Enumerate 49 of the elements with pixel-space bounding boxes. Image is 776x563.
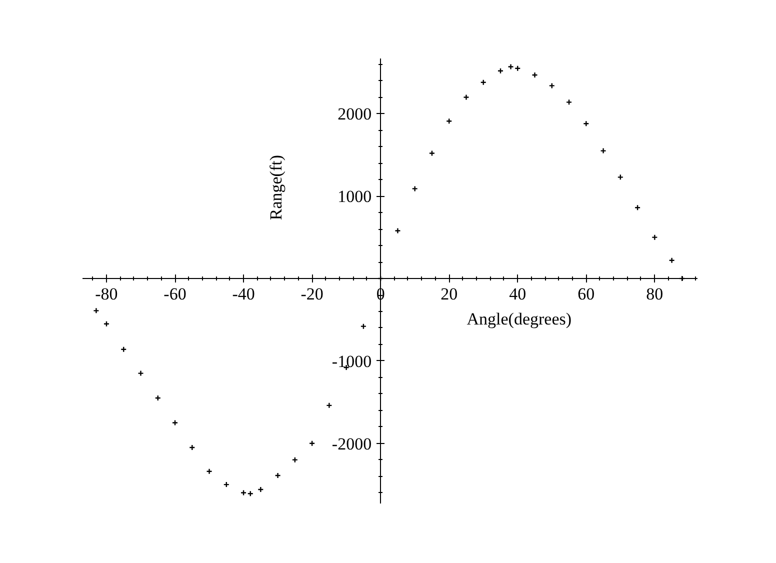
point [497,68,504,74]
point [566,99,572,106]
y-tick-label: -2000 [332,434,372,454]
x-tick-label: -80 [95,284,118,304]
point [446,118,452,124]
x-tick-label: 40 [509,284,526,304]
point [514,65,521,72]
y-tick-label: 2000 [338,104,372,124]
x-tick-label: -40 [232,284,255,304]
point [428,150,436,156]
point [668,257,675,264]
point [508,64,514,70]
y-tick-label: -1000 [332,352,372,371]
x-tick-label: 80 [646,284,664,304]
x-tick-label: 60 [578,284,595,304]
x-tick-label: 20 [440,284,458,304]
point [120,346,127,352]
point [326,402,332,409]
point [480,79,486,86]
point [189,444,196,451]
point [583,120,590,127]
point [103,320,110,327]
point [600,148,606,154]
point [274,472,281,479]
point [360,323,367,330]
point [240,490,247,496]
point [154,394,161,402]
x-axis-title: Angle(degrees) [466,309,572,328]
point [617,174,624,180]
point [206,468,212,474]
point [258,486,264,493]
y-axis-title: Range(ft) [266,154,286,220]
point [223,481,230,488]
point [394,228,401,234]
point [463,94,470,100]
point [247,490,254,497]
x-tick-label: -20 [300,284,324,304]
point [532,72,538,78]
point [652,234,658,240]
point [308,440,316,446]
point [138,370,144,376]
point [93,308,100,314]
y-tick-label: 1000 [338,187,372,206]
point [634,204,641,211]
point [412,186,418,192]
point [548,82,555,89]
point [292,456,298,463]
x-tick-label: -60 [164,284,186,304]
point [172,420,178,426]
